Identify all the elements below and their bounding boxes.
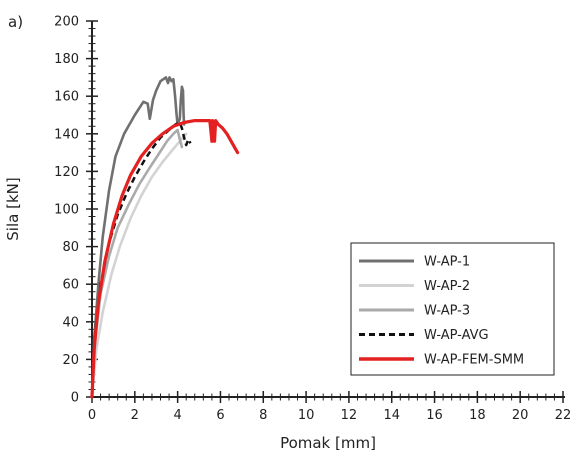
x-ticks: 0 2 4 6 8 10 12 14 16 18 20 22 xyxy=(88,391,571,423)
y-tick-label: 20 xyxy=(62,353,79,368)
y-tick-label: 120 xyxy=(54,165,79,180)
y-tick-label: 140 xyxy=(54,127,79,142)
x-tick-label: 4 xyxy=(173,408,181,423)
x-tick-label: 22 xyxy=(555,408,572,423)
x-tick-label: 16 xyxy=(426,408,443,423)
series-line-w-ap-avg xyxy=(90,121,192,398)
x-tick-label: 10 xyxy=(298,408,315,423)
x-tick-label: 18 xyxy=(469,408,486,423)
y-tick-label: 180 xyxy=(54,52,79,67)
panel-label: a) xyxy=(8,13,23,31)
x-tick-label: 0 xyxy=(88,408,96,423)
x-tick-label: 20 xyxy=(512,408,529,423)
y-tick-label: 200 xyxy=(54,15,79,30)
y-tick-label: 100 xyxy=(54,203,79,218)
legend-label: W-AP-3 xyxy=(424,304,470,319)
legend-label: W-AP-AVG xyxy=(424,328,489,343)
series-line-w-ap-fem-smm xyxy=(90,119,240,399)
x-tick-label: 8 xyxy=(259,408,267,423)
legend: W-AP-1 W-AP-2 W-AP-3 W-AP-AVG W-AP-FEM-SMM xyxy=(350,242,555,376)
legend-label: W-AP-2 xyxy=(424,279,470,294)
x-tick-label: 6 xyxy=(216,408,224,423)
y-tick-label: 40 xyxy=(62,315,79,330)
legend-items: W-AP-1 W-AP-2 W-AP-3 W-AP-AVG W-AP-FEM-SMM xyxy=(359,255,524,368)
y-axis-title: Sila [kN] xyxy=(4,177,22,240)
legend-label: W-AP-1 xyxy=(424,255,470,270)
x-tick-label: 12 xyxy=(341,408,358,423)
y-tick-label: 0 xyxy=(71,391,79,406)
series-layer xyxy=(90,76,240,399)
series-line-w-ap-1 xyxy=(90,76,186,399)
y-tick-label: 60 xyxy=(62,278,79,293)
x-axis-title: Pomak [mm] xyxy=(280,434,376,452)
x-tick-label: 2 xyxy=(131,408,139,423)
y-tick-label: 80 xyxy=(62,240,79,255)
x-tick-label: 14 xyxy=(383,408,400,423)
y-tick-label: 160 xyxy=(54,90,79,105)
series-line-w-ap-2 xyxy=(90,132,188,399)
legend-label: W-AP-FEM-SMM xyxy=(424,353,524,368)
